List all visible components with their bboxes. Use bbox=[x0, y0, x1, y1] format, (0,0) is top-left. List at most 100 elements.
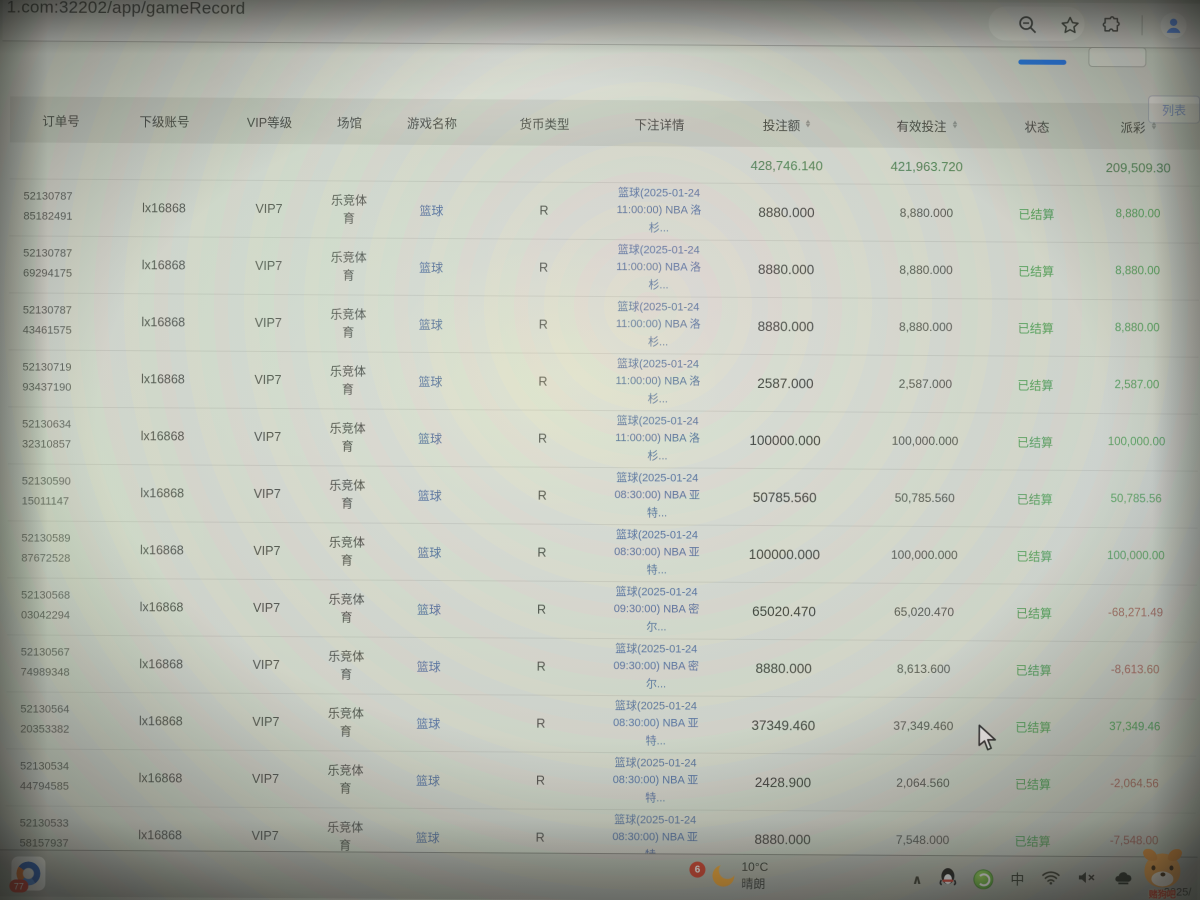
order-number: 52130589 87672528 bbox=[21, 532, 71, 565]
table-row[interactable]: 52130564 20353382 lx16868 VIP7 乐竞体育 篮球 R … bbox=[6, 691, 1197, 756]
venue: 乐竞体育 bbox=[329, 364, 367, 397]
status-badge: 已结算 bbox=[1015, 663, 1052, 678]
table-row[interactable]: 52130787 69294175 lx16868 VIP7 乐竞体育 篮球 R … bbox=[8, 235, 1200, 300]
vip-level: VIP7 bbox=[251, 771, 280, 787]
bet-detail-link[interactable]: 篮球(2025-01-24 11:00:00) NBA 洛杉... bbox=[616, 186, 702, 235]
currency-type: R bbox=[538, 431, 548, 446]
currency-type: R bbox=[537, 488, 547, 503]
payout-value: 100,000.00 bbox=[1107, 436, 1166, 449]
notification-badge: 77 bbox=[9, 879, 29, 893]
col-venue: 场馆 bbox=[336, 115, 363, 131]
bet-amount: 8880.000 bbox=[754, 831, 811, 847]
sub-account: lx16868 bbox=[138, 828, 183, 843]
game-name: 篮球 bbox=[418, 431, 443, 446]
table-row[interactable]: 52130787 43461575 lx16868 VIP7 乐竞体育 篮球 R … bbox=[8, 292, 1199, 357]
bet-detail-link[interactable]: 篮球(2025-01-24 11:00:00) NBA 洛杉... bbox=[615, 414, 700, 463]
payout-value: -2,064.56 bbox=[1110, 778, 1159, 791]
order-number: 52130590 15011147 bbox=[21, 475, 71, 508]
sort-arrows-icon[interactable]: ▲ ▼ bbox=[804, 119, 813, 130]
sub-account: lx16868 bbox=[138, 771, 183, 786]
venue: 乐竞体育 bbox=[328, 649, 365, 682]
bet-detail-link[interactable]: 篮球(2025-01-24 08:30:00) NBA 亚特... bbox=[612, 699, 699, 748]
game-name: 篮球 bbox=[417, 545, 442, 560]
table-row[interactable]: 52130534 44794585 lx16868 VIP7 乐竞体育 篮球 R … bbox=[5, 748, 1197, 813]
currency-type: R bbox=[536, 659, 546, 674]
order-number: 52130534 44794585 bbox=[19, 760, 70, 793]
game-name: 篮球 bbox=[418, 374, 443, 389]
col-vip: VIP等级 bbox=[246, 115, 293, 130]
bet-detail-link[interactable]: 篮球(2025-01-24 11:00:00) NBA 洛杉... bbox=[615, 357, 701, 406]
volume-muted-icon[interactable] bbox=[1077, 870, 1096, 890]
table-row[interactable]: 52130719 93437190 lx16868 VIP7 乐竞体育 篮球 R … bbox=[8, 349, 1199, 414]
ime-zh-icon[interactable]: 中 bbox=[1010, 871, 1025, 888]
bet-detail-link[interactable]: 篮球(2025-01-24 08:30:00) NBA 亚特... bbox=[614, 471, 701, 520]
vip-level: VIP7 bbox=[255, 201, 283, 217]
venue: 乐竞体育 bbox=[330, 193, 368, 226]
sticker-text: 赌狗吧 bbox=[1148, 889, 1176, 900]
sub-account: lx16868 bbox=[141, 315, 186, 330]
vip-level: VIP7 bbox=[254, 372, 282, 388]
col-payout-sort[interactable]: 派彩 ▲ ▼ bbox=[1120, 120, 1158, 135]
currency-type: R bbox=[538, 317, 548, 332]
table-row[interactable]: 52130568 03042294 lx16868 VIP7 乐竞体育 篮球 R … bbox=[6, 577, 1198, 642]
bet-detail-link[interactable]: 篮球(2025-01-24 09:30:00) NBA 密尔... bbox=[613, 642, 700, 691]
active-tab-indicator bbox=[1018, 59, 1067, 65]
extensions-icon[interactable] bbox=[1100, 13, 1124, 37]
qq-icon[interactable] bbox=[939, 867, 957, 892]
browser-toolbar: 1.com:32202/app/gameRecord bbox=[2, 0, 1200, 49]
bet-detail-link[interactable]: 篮球(2025-01-24 11:00:00) NBA 洛杉... bbox=[615, 300, 701, 349]
table-row[interactable]: 52130590 15011147 lx16868 VIP7 乐竞体育 篮球 R … bbox=[7, 463, 1198, 528]
sub-account: lx16868 bbox=[139, 600, 184, 615]
valid-bet: 100,000.000 bbox=[890, 547, 958, 563]
table-row[interactable]: 52130589 87672528 lx16868 VIP7 乐竞体育 篮球 R … bbox=[7, 520, 1198, 585]
valid-bet: 2,064.560 bbox=[896, 775, 950, 791]
mouse-cursor bbox=[976, 724, 1000, 757]
sub-account: lx16868 bbox=[142, 201, 186, 216]
col-account: 下级账号 bbox=[139, 114, 190, 129]
table-row[interactable]: 52130634 32310857 lx16868 VIP7 乐竞体育 篮球 R … bbox=[7, 406, 1199, 471]
valid-bet: 8,880.000 bbox=[899, 319, 953, 335]
sub-account: lx16868 bbox=[141, 258, 186, 273]
col-valid-sort[interactable]: 有效投注 ▲ ▼ bbox=[896, 119, 959, 134]
bet-detail-link[interactable]: 篮球(2025-01-24 08:30:00) NBA 亚特... bbox=[614, 528, 700, 577]
address-bar-url[interactable]: 1.com:32202/app/gameRecord bbox=[6, 0, 246, 18]
venue: 乐竞体育 bbox=[329, 421, 366, 454]
weather-widget[interactable]: 6 10°C 晴朗 bbox=[689, 859, 768, 894]
bet-detail-link[interactable]: 篮球(2025-01-24 08:30:00) NBA 亚特... bbox=[612, 756, 699, 805]
venue: 乐竞体育 bbox=[327, 820, 364, 853]
pinned-app-icon[interactable]: 77 bbox=[9, 856, 46, 893]
sort-arrows-icon[interactable]: ▲ ▼ bbox=[1149, 121, 1158, 132]
payout-value: 50,785.56 bbox=[1110, 493, 1162, 506]
bet-amount: 8880.000 bbox=[755, 660, 812, 676]
order-number: 52130568 03042294 bbox=[20, 589, 71, 622]
table-row[interactable]: 52130787 85182491 lx16868 VIP7 乐竞体育 篮球 R … bbox=[9, 178, 1200, 243]
valid-bet: 37,349.460 bbox=[893, 718, 954, 734]
table-row[interactable]: 52130567 74989348 lx16868 VIP7 乐竞体育 篮球 R … bbox=[6, 634, 1197, 699]
weather-condition: 晴朗 bbox=[741, 877, 766, 892]
venue: 乐竞体育 bbox=[329, 478, 366, 511]
secondary-tab-box[interactable] bbox=[1088, 46, 1147, 68]
col-bet-sort[interactable]: 投注额 ▲ ▼ bbox=[762, 118, 813, 133]
game-name: 篮球 bbox=[419, 260, 444, 275]
order-number: 52130787 85182491 bbox=[23, 190, 73, 223]
status-badge: 已结算 bbox=[1018, 264, 1055, 279]
sort-arrows-icon[interactable]: ▲ ▼ bbox=[950, 120, 959, 131]
profile-icon[interactable] bbox=[1160, 12, 1187, 39]
payout-value: 2,587.00 bbox=[1114, 379, 1160, 392]
vip-level: VIP7 bbox=[252, 600, 281, 616]
total-bet: 428,746.140 bbox=[750, 157, 823, 173]
payout-value: 37,349.46 bbox=[1109, 721, 1161, 734]
chevron-up-icon[interactable]: ∧ bbox=[911, 871, 923, 887]
game-name: 篮球 bbox=[417, 488, 442, 503]
antivirus-icon[interactable] bbox=[973, 869, 994, 890]
bet-detail-link[interactable]: 篮球(2025-01-24 11:00:00) NBA 洛杉... bbox=[616, 243, 702, 292]
venue: 乐竞体育 bbox=[327, 763, 364, 796]
payout-value: -68,271.49 bbox=[1107, 607, 1164, 620]
valid-bet: 65,020.470 bbox=[893, 604, 955, 620]
valid-bet: 8,880.000 bbox=[899, 262, 953, 278]
zoom-icon[interactable] bbox=[1016, 13, 1040, 37]
wifi-icon[interactable] bbox=[1041, 870, 1060, 890]
bet-detail-link[interactable]: 篮球(2025-01-24 09:30:00) NBA 密尔... bbox=[613, 585, 700, 634]
status-badge: 已结算 bbox=[1018, 207, 1055, 222]
bookmark-star-icon[interactable] bbox=[1058, 13, 1082, 37]
